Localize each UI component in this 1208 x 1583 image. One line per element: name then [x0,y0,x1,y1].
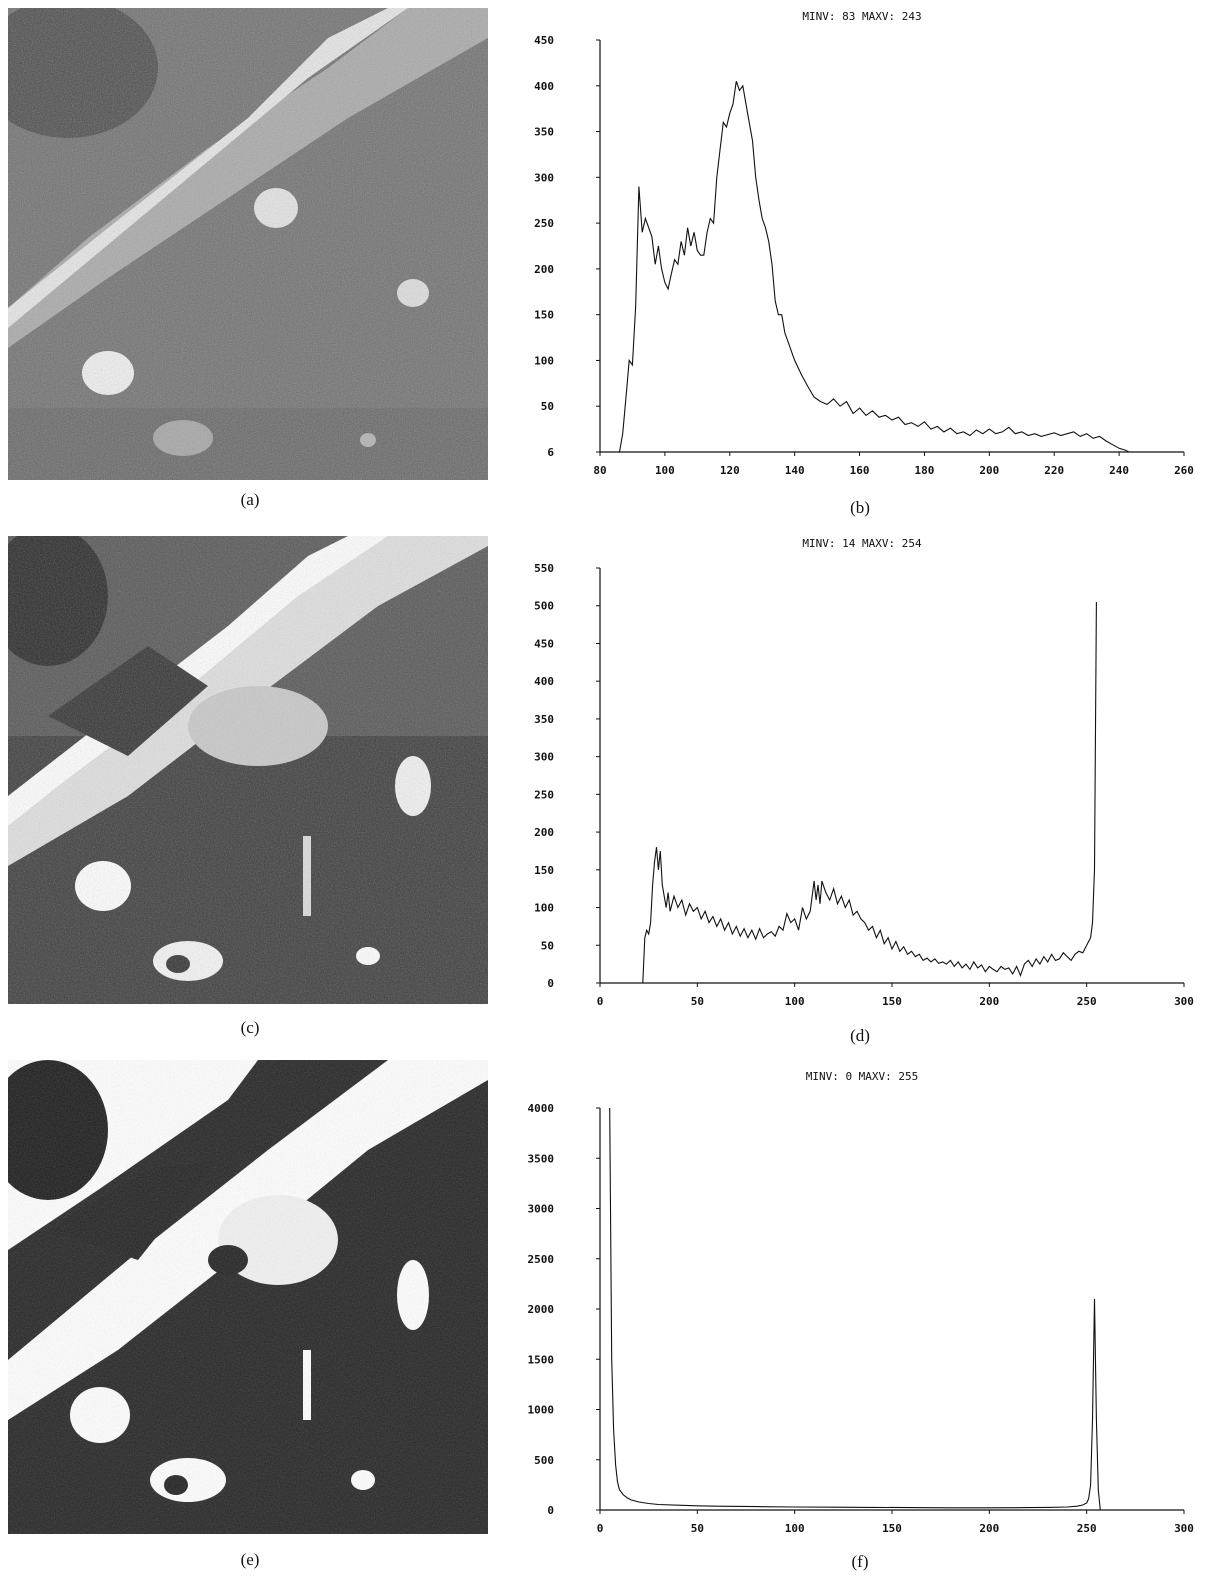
image-panel-a [8,8,488,480]
x-tick-label-b: 220 [1044,464,1064,477]
y-tick-label-f: 2500 [528,1253,555,1266]
histogram-f-svg: MINV: 0 MAXV: 25505001000150020002500300… [528,1070,1194,1535]
y-tick-label-d: 200 [534,826,554,839]
x-tick-label-b: 240 [1109,464,1129,477]
histogram-d-svg: MINV: 14 MAXV: 254 0 50 100 150 200 250 300 350 4… [534,537,1194,1008]
x-tick-label-d: 100 [785,995,805,1008]
x-tick-label-b: 140 [785,464,805,477]
y-tick-label-d: 250 [534,788,554,801]
x-tick-label-b: 160 [850,464,870,477]
x-tick-label-f: 300 [1174,1522,1194,1535]
x-tick-label-f: 0 [597,1522,604,1535]
x-tick-label-d: 200 [979,995,999,1008]
caption-c: (c) [240,1018,260,1037]
histogram-b: MINV: 83 MAXV: 243 6 50 100 150 200 250 300 350 4… [520,0,1208,500]
x-tick-label-d: 250 [1077,995,1097,1008]
y-tick-label-f: 4000 [528,1102,555,1115]
y-tick-label-d: 100 [534,902,554,915]
caption-a: (a) [240,490,260,509]
y-tick-label-f: 500 [534,1454,554,1467]
y-tick-label-b: 300 [534,171,554,184]
x-tick-label-f: 250 [1077,1522,1097,1535]
x-tick-label-b: 100 [655,464,675,477]
y-tick-label-b: 50 [541,400,554,413]
y-tick-label-b: 200 [534,263,554,276]
y-tick-label-d: 300 [534,751,554,764]
x-tick-label-b: 120 [720,464,740,477]
x-tick-label-b: 200 [979,464,999,477]
x-tick-label-b: 180 [915,464,935,477]
x-tick-label-b: 260 [1174,464,1194,477]
chart-title-f: MINV: 0 MAXV: 255 [806,1070,919,1083]
y-tick-label-f: 0 [547,1504,554,1517]
image-panel-c [8,536,488,1004]
histogram-b-svg: MINV: 83 MAXV: 243 6 50 100 150 200 250 300 350 4… [534,10,1194,477]
histogram-line-b [618,81,1130,453]
image-c-texture [8,536,488,1004]
y-tick-label-b: 450 [534,34,554,47]
caption-f: (f) [851,1552,869,1571]
y-tick-label-f: 1000 [528,1404,555,1417]
y-tick-label-f: 3000 [528,1203,555,1216]
y-tick-label-f: 2000 [528,1303,555,1316]
y-tick-label-d: 450 [534,637,554,650]
y-tick-label-d: 550 [534,562,554,575]
x-tick-label-d: 0 [597,995,604,1008]
histogram-line-d [642,601,1097,984]
caption-e: (e) [240,1550,260,1569]
y-tick-label-d: 50 [541,939,554,952]
y-tick-label-b: 6 [547,446,554,459]
y-tick-label-b: 100 [534,354,554,367]
x-tick-label-f: 50 [691,1522,704,1535]
x-tick-label-f: 100 [785,1522,805,1535]
y-tick-label-d: 500 [534,600,554,613]
x-tick-label-d: 150 [882,995,902,1008]
histogram-d: MINV: 14 MAXV: 254 0 50 100 150 200 250 300 350 4… [520,530,1208,1020]
histogram-line-f [609,1107,1101,1511]
y-tick-label-d: 0 [547,977,554,990]
chart-title-d: MINV: 14 MAXV: 254 [802,537,922,550]
y-tick-label-d: 350 [534,713,554,726]
image-e-texture [8,1060,488,1534]
x-tick-label-d: 300 [1174,995,1194,1008]
y-tick-label-b: 250 [534,217,554,230]
histogram-f: MINV: 0 MAXV: 255 0 500 1000 1500 2000 2500 300… [520,1058,1208,1558]
caption-b: (b) [850,498,870,517]
caption-d: (d) [850,1026,870,1045]
y-tick-label-f: 3500 [528,1152,555,1165]
x-tick-label-f: 150 [882,1522,902,1535]
x-tick-label-b: 80 [593,464,606,477]
y-tick-label-b: 400 [534,80,554,93]
y-tick-label-b: 150 [534,309,554,322]
image-panel-e [8,1060,488,1534]
y-tick-label-f: 1500 [528,1353,555,1366]
x-tick-label-f: 200 [979,1522,999,1535]
chart-title-b: MINV: 83 MAXV: 243 [802,10,921,23]
y-tick-label-d: 400 [534,675,554,688]
x-tick-label-d: 50 [691,995,704,1008]
y-tick-label-b: 350 [534,126,554,139]
image-a-texture [8,8,488,480]
y-tick-label-d: 150 [534,864,554,877]
